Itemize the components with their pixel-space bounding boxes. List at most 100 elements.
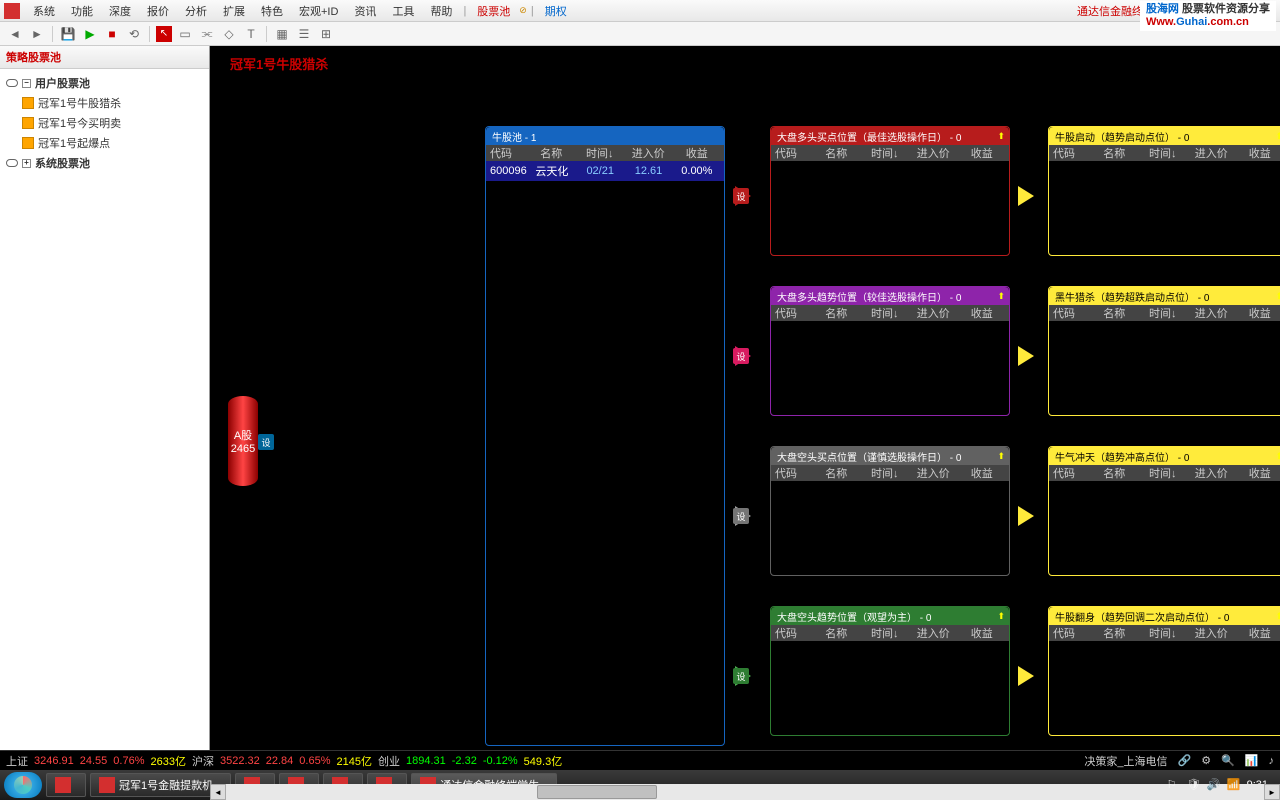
tray-volume-icon[interactable]: 🔊 xyxy=(1207,778,1221,792)
start-button[interactable] xyxy=(4,772,42,798)
pool-columns: 代码名称时间↓进入价收益 xyxy=(1049,305,1280,321)
tool-save-icon[interactable]: 💾 xyxy=(59,25,77,43)
status-icon[interactable]: 📊 xyxy=(1245,754,1259,767)
scroll-thumb[interactable] xyxy=(537,785,657,799)
arrow-label[interactable]: 设 xyxy=(733,348,749,364)
pool-p3[interactable]: 大盘空头买点位置（谨慎选股操作日） - 0⬆代码名称时间↓进入价收益 xyxy=(770,446,1010,576)
menu-深度[interactable]: 深度 xyxy=(102,1,138,21)
pool-p4[interactable]: 大盘空头趋势位置（观望为主） - 0⬆代码名称时间↓进入价收益 xyxy=(770,606,1010,736)
menu-报价[interactable]: 报价 xyxy=(140,1,176,21)
flow-arrow xyxy=(1018,666,1034,686)
tree-item[interactable]: 冠军1号今买明卖 xyxy=(2,113,207,133)
toolbar: ◄ ► 💾 ▶ ■ ⟲ ↖ ▭ ⫘ ◇ T ▦ ☰ ⊞ xyxy=(0,22,1280,46)
tool-layout-icon[interactable]: ⊞ xyxy=(317,25,335,43)
pin-icon[interactable]: ⬆ xyxy=(1275,291,1280,302)
pool-p2[interactable]: 大盘多头趋势位置（较佳选股操作日） - 0⬆代码名称时间↓进入价收益 xyxy=(770,286,1010,416)
expand-icon[interactable]: + xyxy=(22,159,31,168)
tool-grid-icon[interactable]: ▦ xyxy=(273,25,291,43)
menu-资讯[interactable]: 资讯 xyxy=(347,1,383,21)
tool-stop-icon[interactable]: ■ xyxy=(103,25,121,43)
status-label: 上证 xyxy=(6,753,28,769)
pool-row[interactable]: 600096云天化02/2112.610.00% xyxy=(486,161,724,181)
tab-options[interactable]: 期权 xyxy=(538,1,574,21)
pool-header[interactable]: 牛气冲天（趋势冲高点位） - 0⬆ xyxy=(1049,447,1280,465)
pool-header[interactable]: 黑牛猎杀（趋势超跌启动点位） - 0⬆ xyxy=(1049,287,1280,305)
pool-p1[interactable]: 大盘多头买点位置（最佳选股操作日） - 0⬆代码名称时间↓进入价收益 xyxy=(770,126,1010,256)
scroll-right-icon[interactable]: ► xyxy=(1264,784,1280,800)
pool-header[interactable]: 大盘多头买点位置（最佳选股操作日） - 0⬆ xyxy=(771,127,1009,145)
pin-icon[interactable]: ⬆ xyxy=(1275,131,1280,142)
canvas[interactable]: 冠军1号牛股猎杀 A股2465 设 牛股池 - 1代码名称时间↓进入价收益600… xyxy=(210,46,1280,750)
flow-arrow xyxy=(1018,186,1034,206)
pin-icon[interactable]: ⬆ xyxy=(997,291,1005,302)
menu-系统[interactable]: 系统 xyxy=(26,1,62,21)
status-value: 549.3亿 xyxy=(524,753,563,769)
pool-header[interactable]: 大盘空头趋势位置（观望为主） - 0⬆ xyxy=(771,607,1009,625)
pin-icon[interactable]: ⬆ xyxy=(1275,451,1280,462)
expand-icon[interactable]: − xyxy=(22,79,31,88)
pool-p8[interactable]: 牛股翻身（趋势回调二次启动点位） - 0⬆代码名称时间↓进入价收益 xyxy=(1048,606,1280,736)
tool-play-icon[interactable]: ▶ xyxy=(81,25,99,43)
tool-link-icon[interactable]: ⫘ xyxy=(198,25,216,43)
pin-icon[interactable]: ⬆ xyxy=(1275,611,1280,622)
tool-reset-icon[interactable]: ⟲ xyxy=(125,25,143,43)
tool-fwd-icon[interactable]: ► xyxy=(28,25,46,43)
status-value: 3246.91 xyxy=(34,755,74,767)
arrow-label[interactable]: 设 xyxy=(733,188,749,204)
status-icon[interactable]: ⚙ xyxy=(1201,754,1211,767)
status-value: -2.32 xyxy=(452,755,477,767)
status-value: 24.55 xyxy=(80,755,108,767)
status-value: 0.65% xyxy=(299,755,330,767)
tree-item[interactable]: 冠军1号起爆点 xyxy=(2,133,207,153)
pool-p7[interactable]: 牛气冲天（趋势冲高点位） - 0⬆代码名称时间↓进入价收益 xyxy=(1048,446,1280,576)
sidebar: 策略股票池 −用户股票池冠军1号牛股猎杀冠军1号今买明卖冠军1号起爆点+系统股票… xyxy=(0,46,210,750)
source-connector[interactable]: 设 xyxy=(258,434,274,450)
pool-p6[interactable]: 黑牛猎杀（趋势超跌启动点位） - 0⬆代码名称时间↓进入价收益 xyxy=(1048,286,1280,416)
menu-帮助[interactable]: 帮助 xyxy=(423,1,459,21)
tool-back-icon[interactable]: ◄ xyxy=(6,25,24,43)
task-icon xyxy=(99,777,115,793)
taskbar-item[interactable] xyxy=(46,773,86,797)
pool-header[interactable]: 牛股池 - 1 xyxy=(486,127,724,145)
menu-宏观+ID[interactable]: 宏观+ID xyxy=(292,1,345,21)
menu-工具[interactable]: 工具 xyxy=(385,1,421,21)
menu-分析[interactable]: 分析 xyxy=(178,1,214,21)
tree-group[interactable]: +系统股票池 xyxy=(2,153,207,173)
folder-icon xyxy=(22,97,34,109)
menu-扩展[interactable]: 扩展 xyxy=(216,1,252,21)
pool-header[interactable]: 大盘多头趋势位置（较佳选股操作日） - 0⬆ xyxy=(771,287,1009,305)
flow-arrow xyxy=(1018,506,1034,526)
scroll-left-icon[interactable]: ◄ xyxy=(210,784,226,800)
tool-group-icon[interactable]: ▭ xyxy=(176,25,194,43)
status-icon[interactable]: ♪ xyxy=(1269,755,1275,767)
tab-stockpool[interactable]: 股票池 xyxy=(470,1,517,21)
pin-icon[interactable]: ⬆ xyxy=(997,131,1005,142)
pool-header[interactable]: 牛股翻身（趋势回调二次启动点位） - 0⬆ xyxy=(1049,607,1280,625)
pool-columns: 代码名称时间↓进入价收益 xyxy=(1049,625,1280,641)
menu-特色[interactable]: 特色 xyxy=(254,1,290,21)
arrow-label[interactable]: 设 xyxy=(733,668,749,684)
status-value: -0.12% xyxy=(483,755,518,767)
tool-cursor-icon[interactable]: ↖ xyxy=(156,26,172,42)
tool-align-icon[interactable]: ☰ xyxy=(295,25,313,43)
pin-icon[interactable]: ⬆ xyxy=(997,451,1005,462)
menu-功能[interactable]: 功能 xyxy=(64,1,100,21)
arrow-label[interactable]: 设 xyxy=(733,508,749,524)
pool-header[interactable]: 牛股启动（趋势启动点位） - 0⬆ xyxy=(1049,127,1280,145)
horizontal-scrollbar[interactable]: ◄ ► xyxy=(210,784,1280,800)
tool-text-icon[interactable]: T xyxy=(242,25,260,43)
pool-header[interactable]: 大盘空头买点位置（谨慎选股操作日） - 0⬆ xyxy=(771,447,1009,465)
tray-flag-icon[interactable]: ⚐ xyxy=(1167,778,1181,792)
pool-p5[interactable]: 牛股启动（趋势启动点位） - 0⬆代码名称时间↓进入价收益 xyxy=(1048,126,1280,256)
status-icon[interactable]: 🔗 xyxy=(1178,754,1192,767)
tray-network-icon[interactable]: 📶 xyxy=(1227,778,1241,792)
tree-group[interactable]: −用户股票池 xyxy=(2,73,207,93)
tree-item[interactable]: 冠军1号牛股猎杀 xyxy=(2,93,207,113)
status-icon[interactable]: 🔍 xyxy=(1221,754,1235,767)
pin-icon[interactable]: ⬆ xyxy=(997,611,1005,622)
pool-columns: 代码名称时间↓进入价收益 xyxy=(1049,145,1280,161)
tool-node-icon[interactable]: ◇ xyxy=(220,25,238,43)
source-node[interactable]: A股2465 xyxy=(228,396,258,486)
tray-shield-icon[interactable]: 🛡 xyxy=(1187,778,1201,792)
pool-p0[interactable]: 牛股池 - 1代码名称时间↓进入价收益600096云天化02/2112.610.… xyxy=(485,126,725,746)
